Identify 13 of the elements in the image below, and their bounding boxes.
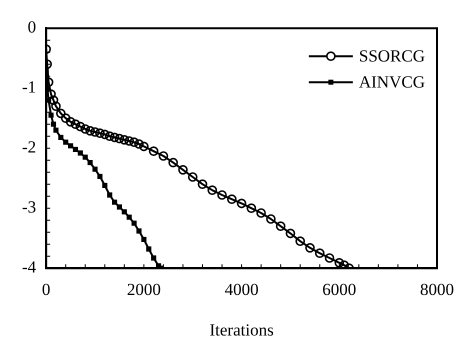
y-tick-label: -4: [22, 258, 37, 277]
y-tick-label: -1: [22, 78, 36, 97]
x-tick-label: 6000: [322, 280, 356, 299]
legend-label: SSORCG: [358, 46, 425, 66]
y-tick-label: -3: [22, 198, 36, 217]
x-axis-title: Iterations: [209, 320, 274, 340]
y-tick-label: 0: [28, 18, 36, 37]
x-tick-label: 2000: [126, 280, 161, 299]
legend-label: AINVCG: [358, 72, 425, 92]
y-tick-label: -2: [22, 138, 36, 157]
x-tick-label: 0: [42, 280, 50, 299]
x-tick-label: 8000: [420, 280, 454, 299]
x-tick-label: 4000: [224, 280, 259, 299]
